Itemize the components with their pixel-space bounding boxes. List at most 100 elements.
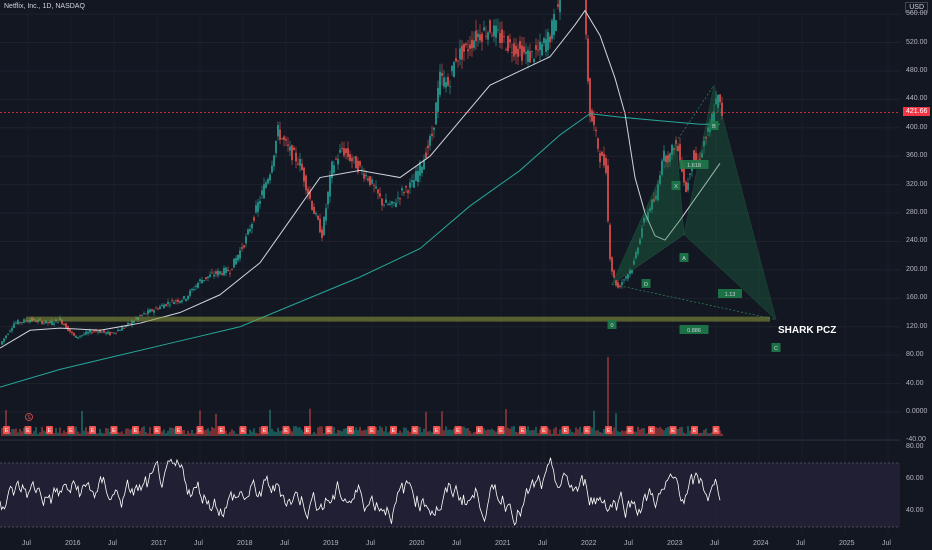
- time-tick: 2017: [151, 540, 167, 547]
- volume-bar: [387, 432, 389, 436]
- volume-bar: [19, 429, 21, 436]
- earnings-marker: E: [648, 426, 655, 434]
- volume-bar: [237, 433, 239, 436]
- svg-text:E: E: [327, 428, 331, 434]
- volume-bar: [705, 428, 707, 436]
- volume-bar: [211, 426, 213, 436]
- candle: [155, 306, 157, 309]
- volume-bar: [599, 431, 601, 436]
- price-tick: 0.0000: [906, 408, 928, 415]
- candle: [667, 151, 669, 169]
- currency-button[interactable]: USD: [905, 2, 928, 13]
- candle: [65, 322, 67, 329]
- svg-text:A: A: [682, 256, 686, 262]
- pcz-label: SHARK PCZ: [778, 325, 836, 336]
- volume-bar: [95, 433, 97, 436]
- earnings-marker: E: [325, 426, 333, 434]
- candle: [459, 39, 461, 66]
- time-tick: 2024: [753, 540, 769, 547]
- volume-bar: [679, 427, 681, 436]
- volume-bar: [333, 427, 335, 436]
- volume-bar: [535, 426, 537, 436]
- candle: [625, 274, 627, 282]
- candle: [513, 38, 515, 61]
- candle: [457, 60, 459, 68]
- volume-bar: [105, 427, 107, 436]
- candle: [655, 190, 657, 201]
- candle: [195, 283, 197, 291]
- volume-bar: [123, 433, 125, 436]
- candle: [313, 203, 315, 214]
- candle: [487, 30, 489, 46]
- candle: [289, 140, 291, 156]
- candle: [57, 322, 59, 324]
- volume-bar: [195, 432, 197, 436]
- volume-bar: [117, 432, 119, 436]
- candle: [387, 202, 389, 206]
- volume-bar: [531, 430, 533, 436]
- svg-text:E: E: [198, 428, 202, 434]
- candle: [9, 329, 11, 333]
- volume-bar: [361, 430, 363, 436]
- candle: [543, 36, 545, 47]
- earnings-marker: E: [175, 426, 182, 434]
- volume-bar: [425, 411, 427, 436]
- rsi-tick: 60.00: [906, 475, 924, 482]
- svg-text:E: E: [413, 428, 417, 434]
- volume-bar: [319, 426, 321, 436]
- volume-bar: [255, 432, 257, 436]
- dividend-marker: S: [25, 413, 33, 421]
- candle: [499, 21, 501, 49]
- candle: [527, 46, 529, 69]
- volume-bar: [13, 429, 15, 436]
- volume-bar: [579, 426, 581, 436]
- candle: [635, 249, 637, 260]
- earnings-marker: E: [691, 426, 698, 434]
- volume-bar: [103, 433, 105, 436]
- candle: [215, 269, 217, 278]
- candle: [13, 320, 15, 329]
- svg-text:E: E: [349, 428, 353, 434]
- svg-text:E: E: [671, 428, 675, 434]
- candle: [353, 156, 355, 164]
- rsi-tick: 40.00: [906, 507, 924, 514]
- volume-bar: [539, 429, 541, 436]
- volume-bar: [357, 429, 359, 436]
- volume-bar: [259, 427, 261, 436]
- candle: [587, 34, 589, 85]
- volume-bar: [169, 427, 171, 436]
- earnings-marker: E: [218, 426, 225, 434]
- volume-bar: [417, 433, 419, 436]
- volume-bar: [75, 426, 77, 436]
- candle: [473, 31, 475, 51]
- candle: [483, 20, 485, 32]
- rsi-tick: 80.00: [906, 443, 924, 450]
- price-tick: 240.00: [906, 237, 928, 245]
- candle: [173, 299, 175, 305]
- volume-bar: [551, 433, 553, 436]
- volume-bar: [445, 426, 447, 436]
- volume-bar: [257, 433, 259, 436]
- candle: [607, 158, 609, 224]
- volume-bar: [475, 431, 477, 436]
- candle: [111, 332, 113, 334]
- volume-bar: [405, 427, 407, 436]
- volume-bar: [99, 428, 101, 436]
- earnings-marker: E: [497, 426, 505, 434]
- volume-bar: [495, 431, 497, 436]
- volume-bar: [611, 431, 613, 436]
- volume-bar: [199, 410, 201, 436]
- candle: [551, 18, 553, 43]
- volume-bar: [313, 431, 315, 436]
- volume-bar: [321, 426, 323, 436]
- volume-bar: [225, 430, 227, 436]
- candle: [355, 155, 357, 169]
- volume-bar: [31, 433, 33, 436]
- volume-bar: [139, 430, 141, 436]
- earnings-marker: E: [110, 426, 118, 434]
- svg-text:E: E: [220, 428, 224, 434]
- candle: [717, 94, 719, 113]
- candle: [171, 298, 173, 304]
- volume-bar: [621, 430, 623, 436]
